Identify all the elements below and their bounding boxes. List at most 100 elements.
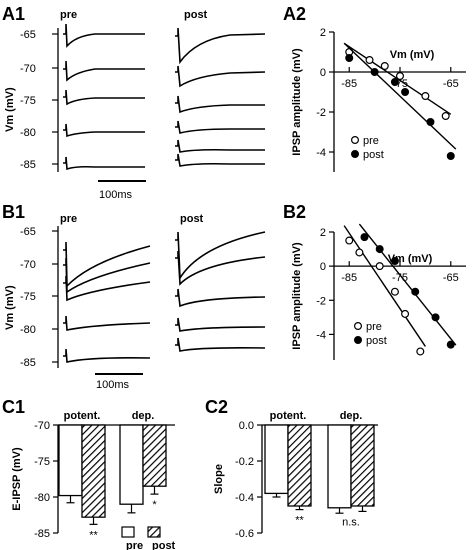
trace-b1-post-3 (175, 288, 266, 308)
trace-b1-pre-2 (63, 257, 151, 294)
annotation-c2-0: ** (295, 515, 304, 527)
trace-b1-pre-1 (63, 241, 151, 288)
point-a2-post-0 (345, 53, 354, 62)
ytick-c1-3: -85 (34, 528, 50, 540)
ytick-b1-1: -70 (20, 259, 36, 271)
legend-label-c1-pre: pre (126, 540, 143, 550)
point-a2-post-5 (446, 152, 455, 161)
fit-line-b2-post (358, 223, 457, 346)
trace-b1-pre-5 (63, 348, 151, 363)
ytick-c2-2: -0.4 (235, 492, 254, 504)
trace-b1-post-5 (175, 337, 266, 352)
bar-c2-pre-0 (264, 424, 289, 495)
panel-label-b2: B2 (283, 202, 306, 222)
ytick-c1-0: -70 (34, 420, 50, 432)
panel-label-c1: C1 (2, 397, 25, 417)
xlabel-a2: Vm (mV) (390, 49, 435, 61)
annotation-c1-0: ** (89, 529, 98, 541)
point-a2-post-1 (370, 67, 379, 76)
ytick-a1-1: -70 (20, 63, 36, 75)
xtick-b2-2: -65 (443, 272, 459, 284)
trace-a1-post-6 (175, 153, 265, 167)
category-c2-0: potent. (270, 410, 307, 422)
point-a2-pre-3 (396, 71, 405, 80)
ytick-a1-0: -65 (20, 29, 36, 41)
panel-label-b1: B1 (2, 202, 25, 222)
legend-swatch-c1-pre (121, 526, 135, 538)
trace-a1-pre-3 (63, 89, 145, 106)
point-a2-post-4 (426, 117, 435, 126)
ytick-a2-2: -2 (316, 107, 326, 119)
legend-marker-a2-pre (351, 136, 360, 145)
pre-label-a1: pre (60, 9, 77, 21)
ytick-c1-2: -80 (34, 492, 50, 504)
point-b2-pre-2 (375, 262, 384, 271)
post-label-b1: post (180, 213, 204, 225)
annotation-c1-1: * (152, 499, 157, 511)
trace-a1-post-2 (175, 65, 266, 88)
panel-label-c2: C2 (205, 397, 228, 417)
ytick-c2-0: 0.0 (239, 420, 254, 432)
legend-label-c1-post: post (152, 540, 176, 550)
ytickmarks-a1 (52, 33, 58, 165)
point-b2-post-1 (375, 245, 384, 254)
bar-c2-post-1 (350, 424, 375, 507)
bar-c2-post-0 (287, 424, 312, 507)
xtick-b2-1: -75 (392, 272, 408, 284)
point-b2-post-4 (431, 313, 440, 322)
legend-marker-b2-pre (354, 322, 363, 331)
ytick-b1-3: -80 (20, 324, 36, 336)
bar-c1-pre-1 (119, 424, 144, 505)
point-b2-pre-1 (355, 248, 364, 257)
legend-label-b2-pre: pre (366, 321, 382, 333)
legend-marker-b2-post (354, 336, 363, 345)
bar-c2-pre-1 (327, 424, 352, 509)
point-b2-pre-3 (390, 287, 399, 296)
point-b2-pre-0 (345, 236, 354, 245)
ytick-b2-1: 0 (320, 261, 326, 273)
point-a2-pre-1 (365, 55, 374, 64)
point-b2-post-3 (411, 287, 420, 296)
ytick-b2-0: 2 (320, 227, 326, 239)
panel-a1: A1 pre post -65 -70 -75 -80 -85 Vm (mV) … (2, 4, 266, 201)
legend-swatch-c1-post (147, 526, 161, 538)
chart-c1: -70 -75 -80 -85 E-IPSP (mV) potent. ** dep. * pre… (11, 410, 176, 550)
point-b2-post-5 (446, 340, 455, 349)
ytick-b2-3: -4 (316, 329, 326, 341)
bar-c1-post-1 (142, 424, 167, 487)
trace-b1-pre-4 (63, 315, 151, 331)
chart-c2: 0.0 -0.2 -0.4 -0.6 Slope potent. ** dep. n.s. (213, 410, 378, 540)
ylabel-a2: IPSP amplitude (mV) (291, 48, 303, 156)
ytick-a1-3: -80 (20, 127, 36, 139)
xlabel-b2: Vm (mV) (388, 253, 433, 265)
ylabel-a1: Vm (mV) (4, 87, 16, 132)
category-c1-1: dep. (132, 410, 155, 422)
point-a2-post-3 (401, 87, 410, 96)
ytick-b1-0: -65 (20, 226, 36, 238)
ytickmarks-b1 (52, 230, 58, 363)
legend-label-b2-post: post (366, 335, 387, 347)
legend-marker-a2-post (351, 150, 360, 159)
ytick-b1-2: -75 (20, 291, 36, 303)
xtick-a2-0: -85 (341, 78, 357, 90)
point-b2-post-0 (360, 233, 369, 242)
ytick-c2-1: -0.2 (235, 456, 254, 468)
xtick-b2-0: -85 (341, 272, 357, 284)
ylabel-c2: Slope (213, 464, 225, 494)
ytick-c1-1: -75 (34, 456, 50, 468)
ytick-a1-4: -85 (20, 159, 36, 171)
trace-a1-pre-2 (63, 60, 145, 82)
point-a2-pre-4 (421, 91, 430, 100)
trace-b1-post-4 (175, 317, 266, 332)
point-b2-pre-4 (401, 309, 410, 318)
ytick-c2-3: -0.6 (235, 528, 254, 540)
trace-a1-post-4 (175, 120, 265, 134)
point-a2-post-2 (390, 77, 399, 86)
trace-b1-post-1 (175, 231, 266, 281)
scalebar-label-b1: 100ms (96, 379, 130, 391)
category-c1-0: potent. (64, 410, 101, 422)
trace-b1-post-2 (175, 250, 266, 286)
pre-label-b1: pre (60, 213, 77, 225)
point-b2-post-2 (390, 257, 399, 266)
